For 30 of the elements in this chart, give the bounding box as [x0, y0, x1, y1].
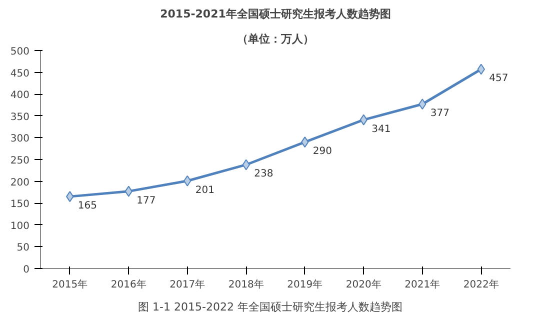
- data-label: 290: [312, 146, 332, 158]
- chart-subtitle: （单位：万人）: [237, 32, 314, 46]
- y-tick-label: 500: [10, 46, 30, 58]
- x-tick-label: 2018年: [228, 278, 264, 290]
- y-tick-label: 150: [10, 199, 30, 210]
- y-tick-label: 100: [10, 220, 30, 232]
- y-tick-label: 450: [10, 68, 30, 80]
- data-label: 165: [78, 200, 97, 212]
- x-tick-label: 2019年: [287, 278, 323, 290]
- y-tick-label: 0: [23, 264, 30, 276]
- data-label: 377: [430, 108, 450, 120]
- x-tick-label: 2022年: [463, 278, 499, 290]
- y-tick-label: 350: [10, 112, 30, 123]
- y-tick-label: 300: [10, 134, 30, 145]
- caption: 图 1-1 2015-2022 年全国硕士研究生报考人数趋势图: [138, 300, 402, 314]
- x-tick-label: 2020年: [346, 278, 382, 290]
- x-tick-label: 2015年: [52, 278, 88, 290]
- data-label: 201: [195, 184, 214, 196]
- chart-title: 2015-2021年全国硕士研究生报考人数趋势图: [160, 8, 391, 20]
- y-tick-label: 200: [10, 177, 30, 188]
- y-tick-label: 400: [10, 90, 30, 102]
- y-tick-label: 50: [16, 242, 30, 254]
- data-label: 238: [254, 168, 274, 180]
- y-tick-label: 250: [10, 156, 30, 166]
- data-label: 341: [372, 124, 391, 135]
- data-label: 177: [136, 195, 156, 206]
- x-tick-label: 2021年: [404, 278, 440, 290]
- x-tick-label: 2017年: [170, 278, 206, 290]
- x-tick-label: 2016年: [110, 278, 146, 290]
- data-label: 457: [489, 73, 508, 84]
